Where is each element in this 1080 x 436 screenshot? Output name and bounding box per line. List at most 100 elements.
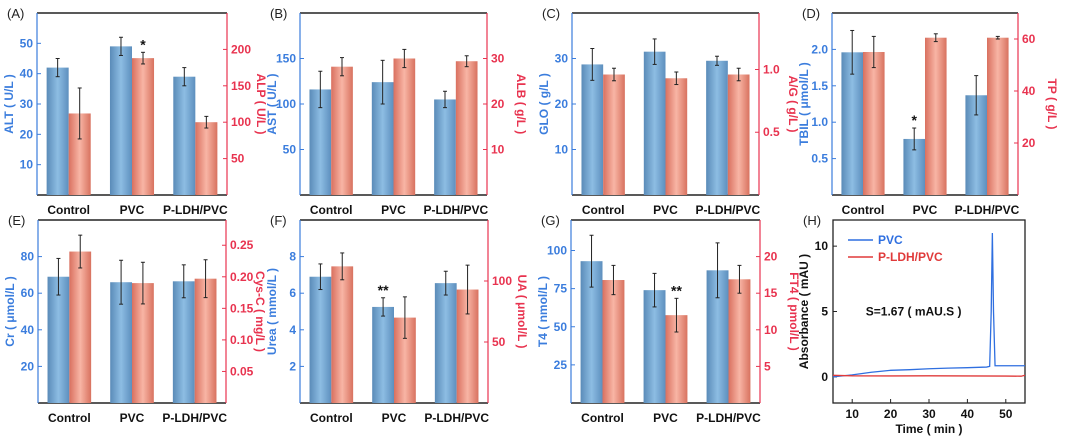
left-tick-label: 150	[276, 52, 296, 66]
left-tick-label: 10	[20, 158, 34, 172]
y-tick-label: 0	[821, 370, 828, 384]
left-tick-label: 80	[21, 250, 35, 264]
right-axis-label: Cys-C ( mg/L )	[253, 271, 267, 352]
left-tick-label: 10	[555, 143, 569, 157]
right-tick-label: 10	[491, 143, 505, 157]
significance-mark: **	[378, 282, 389, 298]
category-label: Control	[47, 203, 90, 217]
bar-left-p-ldh/pvc	[434, 99, 456, 195]
category-label: Control	[48, 411, 91, 425]
panel-g: (G) Control PVC P-LDH/PVC ** 25 50 75 100 T4 ( nm…	[536, 213, 801, 425]
right-tick-label: 0.15	[230, 301, 254, 315]
left-tick-label: 20	[555, 97, 569, 111]
right-axis-label: ALP ( U/L )	[254, 74, 268, 135]
category-label: PVC	[653, 411, 678, 425]
right-tick-label: 100	[231, 115, 251, 129]
bar-left-p-ldh/pvc	[706, 270, 729, 403]
category-label: Control	[842, 203, 885, 217]
category-label: P-LDH/PVC	[162, 411, 227, 425]
bar-left-pvc	[372, 306, 394, 403]
left-tick-label: 60	[21, 286, 35, 300]
x-tick-label: 30	[922, 407, 936, 421]
x-tick-label: 10	[846, 407, 860, 421]
bar-right-pvc	[393, 58, 416, 195]
bar-left-p-ldh/pvc	[706, 60, 728, 196]
right-axis-label: A/G ( g/L )	[786, 75, 800, 132]
x-tick-label: 20	[884, 407, 898, 421]
panel-label: (G)	[541, 213, 560, 228]
bar-right-p-ldh/pvc	[456, 289, 479, 403]
left-axis-label: AST ( U/L )	[265, 73, 279, 134]
left-tick-label: 4	[289, 323, 296, 337]
right-tick-label: 1.0	[763, 62, 780, 76]
panel-label: (A)	[7, 6, 24, 21]
right-tick-label: 15	[764, 286, 778, 300]
left-tick-label: 100	[276, 97, 296, 111]
bar-right-pvc	[132, 58, 155, 195]
left-tick-label: 40	[21, 323, 35, 337]
bar-left-pvc	[371, 82, 394, 195]
panel-d: (D) Control PVC P-LDH/PVC * 0.5 1.0 1.5 2.0TBIL …	[797, 6, 1059, 217]
category-label: P-LDH/PVC	[696, 411, 761, 425]
right-tick-label: 200	[231, 42, 251, 56]
left-axis-label: GLO ( g/L )	[537, 73, 551, 135]
x-tick-label: 40	[961, 407, 975, 421]
left-axis-label: T4 ( nmol/L )	[536, 276, 550, 347]
bar-left-p-ldh/pvc	[434, 283, 457, 403]
bar-right-p-ldh/pvc	[728, 279, 751, 403]
left-tick-label: 30	[20, 97, 34, 111]
bar-right-control	[602, 280, 625, 403]
panel-label: (D)	[802, 6, 820, 21]
bar-left-pvc	[643, 290, 666, 403]
left-tick-label: 2.0	[811, 42, 828, 56]
left-tick-label: 2	[289, 359, 296, 373]
bar-right-p-ldh/pvc	[194, 278, 217, 403]
bar-left-pvc	[643, 51, 666, 195]
bar-right-p-ldh/pvc	[195, 122, 218, 195]
right-axis-label: TP ( g/L )	[1045, 79, 1059, 130]
right-axis-label: ALB ( g/L )	[514, 74, 528, 134]
bar-left-control	[841, 52, 863, 196]
bar-left-p-ldh/pvc	[172, 281, 195, 403]
right-tick-label: 30	[491, 52, 505, 66]
category-label: Control	[582, 203, 625, 217]
left-tick-label: 0.5	[811, 152, 828, 166]
panel-label: (F)	[270, 213, 287, 228]
bar-left-control	[309, 276, 332, 403]
bar-right-control	[331, 266, 354, 403]
left-tick-label: 50	[20, 36, 34, 50]
right-tick-label: 20	[1022, 136, 1036, 150]
right-tick-label: 20	[491, 97, 505, 111]
category-label: PVC	[120, 203, 145, 217]
bar-right-control	[863, 52, 885, 195]
left-tick-label: 75	[554, 282, 568, 296]
bar-right-p-ldh/pvc	[727, 74, 750, 195]
left-tick-label: 100	[547, 244, 567, 258]
left-tick-label: 6	[289, 286, 296, 300]
bar-right-control	[331, 66, 353, 195]
left-tick-label: 8	[289, 250, 296, 264]
panel-e: (E) Control PVC P-LDH/PVC 20 40 60 80 Cr ( μmol/…	[3, 213, 267, 425]
bar-left-pvc	[903, 138, 925, 195]
right-tick-label: 10	[764, 323, 778, 337]
series-line-pvc	[832, 233, 1025, 378]
panel-label: (B)	[270, 6, 287, 21]
bar-right-pvc	[665, 315, 688, 403]
bar-left-control	[581, 64, 604, 195]
right-tick-label: 150	[231, 79, 251, 93]
y-tick-label: 5	[821, 305, 828, 319]
bar-right-pvc	[132, 283, 154, 403]
left-axis-label: ALT ( U/L )	[2, 74, 16, 134]
bar-left-control	[46, 67, 69, 195]
significance-mark: *	[140, 36, 146, 52]
bar-left-p-ldh/pvc	[173, 76, 196, 195]
bar-right-p-ldh/pvc	[987, 37, 1009, 196]
right-tick-label: 100	[492, 274, 512, 288]
area-annotation: S=1.67 ( mAU.S )	[866, 304, 962, 318]
bar-right-control	[69, 251, 92, 403]
left-tick-label: 50	[554, 320, 568, 334]
left-tick-label: 30	[555, 52, 569, 66]
panel-a: (A) Control PVC P-LDH/PVC * 10 20 30 40 50 ALT ( U…	[2, 6, 268, 217]
right-tick-label: 40	[1022, 84, 1036, 98]
